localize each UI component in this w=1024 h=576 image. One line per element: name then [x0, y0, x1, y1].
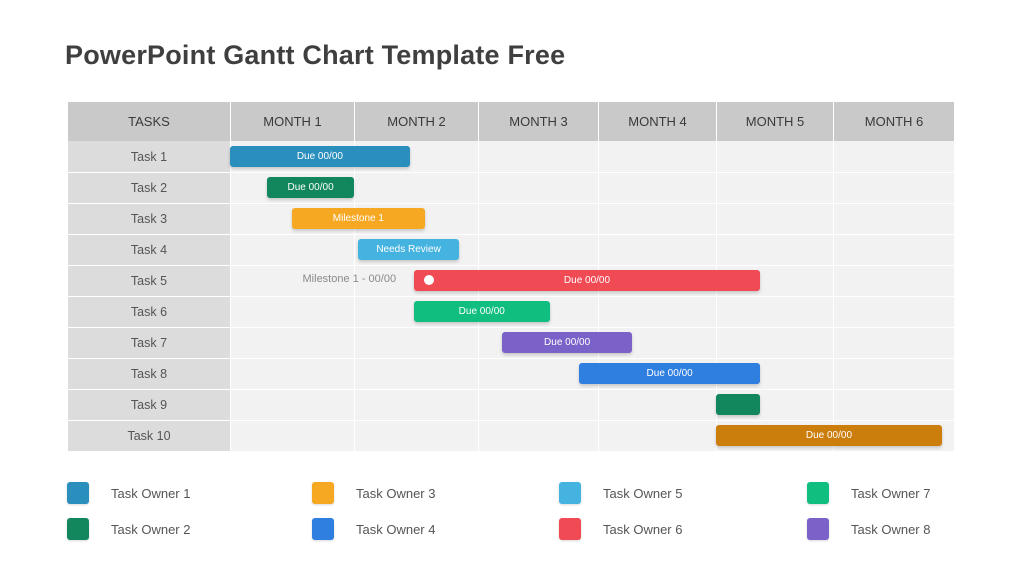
milestone-annotation: Milestone 1 - 00/00	[302, 273, 397, 285]
task-label: Task 8	[130, 366, 168, 381]
task-column-header: TASKS	[128, 114, 170, 129]
task-bar[interactable]: Due 00/00	[230, 146, 410, 167]
legend-label: Task Owner 2	[111, 521, 191, 537]
task-label: Task 6	[130, 304, 168, 319]
task-bar-label: Needs Review	[376, 244, 441, 255]
task-label: Task 2	[130, 180, 168, 195]
legend-swatch	[67, 482, 89, 504]
task-bar[interactable]: Needs Review	[357, 239, 460, 260]
task-bar-label: Due 00/00	[458, 306, 505, 317]
task-bar[interactable]: Due 00/00	[267, 177, 354, 198]
legend-label: Task Owner 6	[603, 521, 683, 537]
task-label: Task 4	[130, 242, 168, 257]
legend-swatch	[312, 482, 334, 504]
legend-label: Task Owner 8	[851, 521, 931, 537]
grid-horizontal-line	[68, 265, 954, 266]
task-bar[interactable]: Due 00/00	[502, 332, 633, 353]
grid-horizontal-line	[68, 203, 954, 204]
month-header-1: MONTH 1	[230, 102, 354, 141]
task-bar-label: Due 00/00	[646, 368, 693, 379]
task-bar[interactable]: Due 00/00	[716, 425, 942, 446]
legend-item: Task Owner 7	[807, 482, 930, 504]
grid-horizontal-line	[68, 327, 954, 328]
legend-label: Task Owner 4	[356, 521, 436, 537]
gantt-chart: TASKS MONTH 1 MONTH 2 MONTH 3 MONTH 4 MONTH 5…	[68, 102, 954, 451]
legend-swatch	[312, 518, 334, 540]
legend-item: Task Owner 4	[312, 518, 435, 540]
task-label: Task 7	[130, 335, 168, 350]
grid-horizontal-line	[68, 358, 954, 359]
legend-item: Task Owner 3	[312, 482, 435, 504]
legend-swatch	[807, 482, 829, 504]
legend-label: Task Owner 3	[356, 485, 436, 501]
task-bar-label: Due 00/00	[544, 337, 591, 348]
task-label: Task 10	[127, 428, 171, 443]
gantt-header-row	[68, 102, 954, 141]
task-bar-label: Due 00/00	[296, 151, 343, 162]
legend-item: Task Owner 5	[559, 482, 682, 504]
legend-item: Task Owner 1	[67, 482, 190, 504]
task-bar[interactable]: Due 00/00	[413, 301, 550, 322]
legend-item: Task Owner 8	[807, 518, 930, 540]
task-bar-label: Due 00/00	[287, 182, 334, 193]
month-header-5: MONTH 5	[716, 102, 833, 141]
task-bar-label: Milestone 1	[332, 213, 384, 224]
task-label: Task 9	[130, 397, 168, 412]
grid-horizontal-line	[68, 234, 954, 235]
grid-horizontal-line	[68, 172, 954, 173]
task-bar[interactable]: Due 00/00	[578, 363, 761, 384]
task-label: Task 1	[130, 149, 168, 164]
milestone-marker-icon	[423, 275, 434, 285]
task-bar[interactable]: Due 00/00	[413, 270, 761, 291]
task-label: Task 5	[130, 273, 168, 288]
month-header-4: MONTH 4	[598, 102, 716, 141]
legend-label: Task Owner 7	[851, 485, 931, 501]
legend-swatch	[559, 518, 581, 540]
legend-swatch	[559, 482, 581, 504]
grid-horizontal-line	[68, 296, 954, 297]
legend-item: Task Owner 6	[559, 518, 682, 540]
legend-label: Task Owner 5	[603, 485, 683, 501]
legend-swatch	[807, 518, 829, 540]
task-bar-label: Due 00/00	[805, 430, 853, 441]
grid-horizontal-line	[68, 389, 954, 390]
legend-swatch	[67, 518, 89, 540]
grid-horizontal-line	[68, 420, 954, 421]
legend-item: Task Owner 2	[67, 518, 190, 540]
task-bar[interactable]	[716, 394, 761, 415]
task-label: Task 3	[130, 211, 168, 226]
task-bar-label: Due 00/00	[563, 275, 611, 286]
month-header-3: MONTH 3	[478, 102, 598, 141]
month-header-2: MONTH 2	[354, 102, 478, 141]
slide-title: PowerPoint Gantt Chart Template Free	[65, 40, 566, 70]
task-bar[interactable]: Milestone 1	[292, 208, 425, 229]
legend-label: Task Owner 1	[111, 485, 191, 501]
month-header-6: MONTH 6	[833, 102, 954, 141]
